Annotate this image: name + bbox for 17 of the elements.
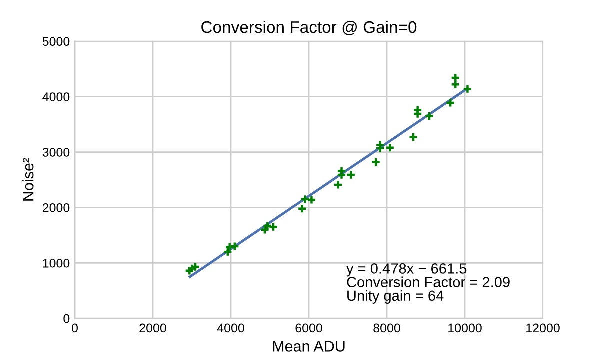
x-tick-label: 0 bbox=[72, 324, 78, 333]
y-tick-label: 4000 bbox=[42, 92, 70, 102]
annotation: y = 0.478x − 661.5 Conversion Factor = 2.09 Unity gain = 64 bbox=[346, 264, 510, 304]
chart-title: Conversion Factor @ Gain=0 bbox=[202, 20, 417, 36]
x-tick-label: 8000 bbox=[374, 324, 400, 333]
y-tick-label: 3000 bbox=[42, 148, 70, 157]
y-axis-title: Noise² bbox=[22, 158, 34, 201]
y-tick-label: 5000 bbox=[42, 37, 70, 46]
x-axis-title: Mean ADU bbox=[273, 341, 345, 352]
y-tick-label: 0 bbox=[64, 314, 70, 324]
x-tick-label: 2000 bbox=[140, 324, 166, 333]
y-tick-label: 2000 bbox=[42, 204, 70, 212]
x-tick-label: 10000 bbox=[448, 324, 482, 333]
x-tick-label: 4000 bbox=[217, 324, 244, 333]
y-tick-label: 1000 bbox=[43, 258, 70, 268]
x-tick-label: 12000 bbox=[526, 324, 560, 333]
x-tick-label: 6000 bbox=[296, 324, 322, 333]
